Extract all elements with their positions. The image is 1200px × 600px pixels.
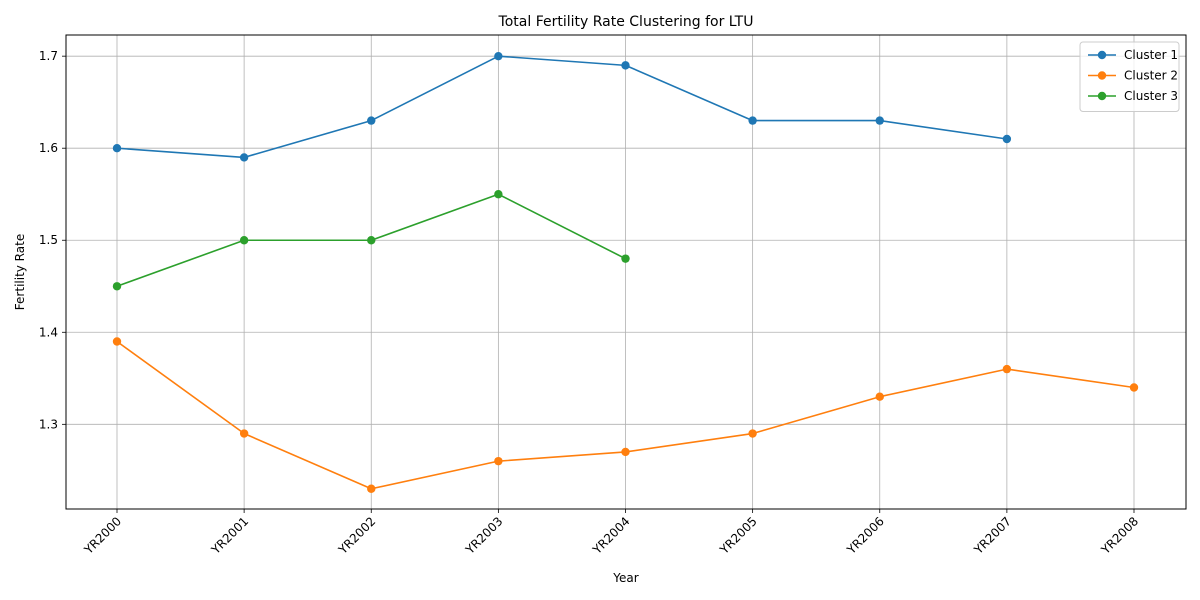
data-point [494, 456, 503, 466]
data-point [1129, 383, 1139, 392]
x-tick-label: YR2006 [844, 514, 887, 557]
y-tick-label: 1.4 [39, 325, 58, 339]
plot-frame [65, 34, 1187, 510]
data-point [367, 236, 376, 245]
data-point [494, 51, 503, 61]
data-point [367, 484, 376, 493]
data-point [1002, 364, 1012, 374]
series-layer [112, 51, 1139, 493]
x-axis-ticks: YR2000 YR2001 YR2002 YR2003 YR2004 YR2005 YR20… [81, 509, 1141, 558]
data-point [367, 116, 376, 125]
x-tick-label: YR2001 [208, 514, 251, 557]
y-tick-label: 1.5 [39, 233, 58, 247]
data-point [1002, 134, 1012, 144]
x-tick-label: YR2003 [462, 514, 505, 557]
series-3 [112, 190, 630, 291]
legend-label: Cluster 3 [1124, 89, 1178, 103]
legend-marker [1097, 50, 1107, 60]
data-point [239, 429, 249, 438]
x-tick-label: YR2004 [589, 514, 632, 557]
series-2 [112, 337, 1139, 493]
y-tick-label: 1.3 [39, 417, 58, 431]
data-point [112, 144, 122, 153]
y-axis-label: Fertility Rate [13, 234, 27, 310]
data-point [494, 190, 503, 199]
legend-item: Cluster 2 [1088, 69, 1178, 83]
data-point [239, 153, 249, 162]
legend-marker [1097, 91, 1107, 101]
legend: Cluster 1 Cluster 2 Cluster 3 [1079, 41, 1180, 112]
data-point [621, 447, 630, 457]
series-line [116, 55, 1007, 159]
grid-lines [66, 35, 1186, 509]
y-tick-label: 1.7 [39, 49, 58, 63]
legend-item: Cluster 3 [1088, 89, 1178, 103]
x-tick-label: YR2002 [335, 514, 378, 557]
data-point [748, 429, 757, 438]
data-point [748, 116, 757, 125]
y-axis-ticks: 1.3 1.4 1.5 1.6 1.7 [39, 49, 66, 431]
data-point [239, 236, 249, 245]
data-point [621, 254, 630, 263]
legend-item: Cluster 1 [1088, 48, 1178, 62]
data-point [112, 282, 122, 291]
legend-label: Cluster 1 [1124, 48, 1178, 62]
x-axis-label: Year [612, 571, 638, 585]
x-tick-label: YR2008 [1098, 514, 1141, 557]
y-tick-label: 1.6 [39, 141, 58, 155]
legend-marker [1097, 71, 1107, 80]
x-tick-label: YR2005 [716, 514, 759, 557]
data-point [621, 61, 630, 70]
chart-title: Total Fertility Rate Clustering for LTU [498, 14, 754, 30]
series-1 [112, 51, 1012, 162]
data-point [875, 392, 884, 401]
legend-label: Cluster 2 [1124, 69, 1178, 83]
x-tick-label: YR2007 [971, 514, 1014, 557]
x-tick-label: YR2000 [81, 514, 124, 557]
data-point [875, 116, 884, 125]
data-point [112, 337, 122, 346]
